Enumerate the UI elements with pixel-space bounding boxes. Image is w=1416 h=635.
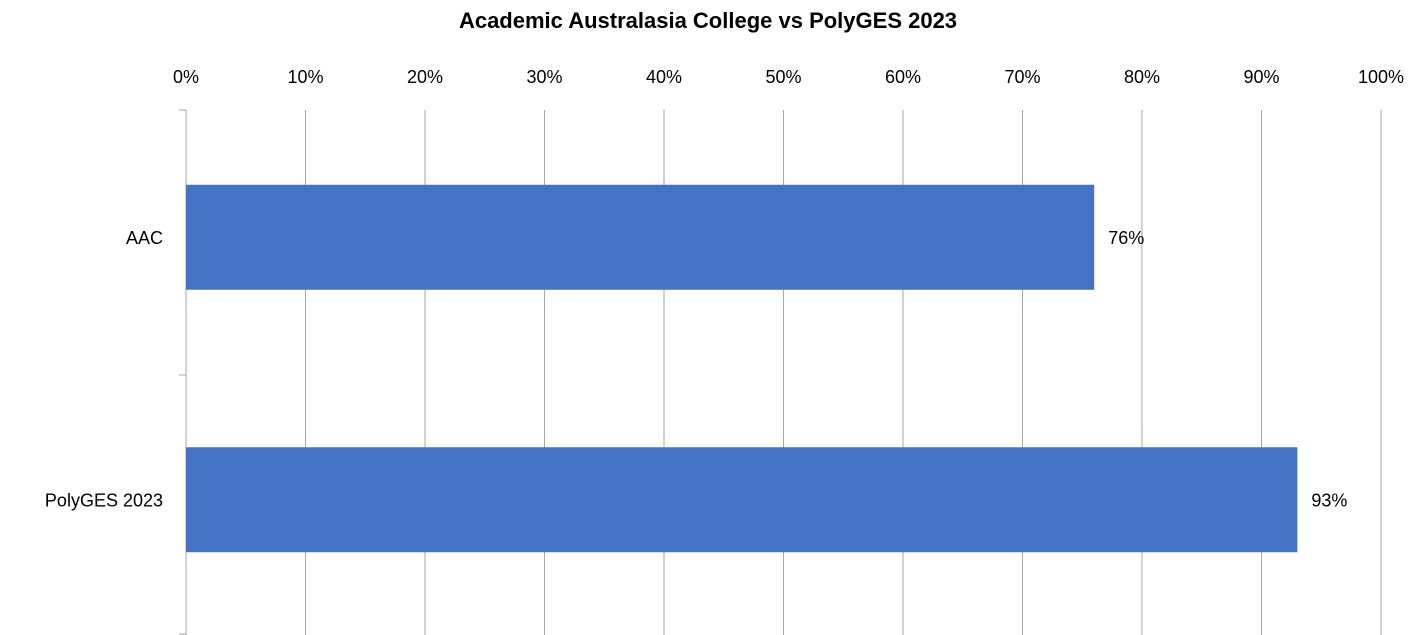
x-tick-label: 20% <box>407 67 443 87</box>
y-tick-label: AAC <box>126 228 163 248</box>
chart-title: Academic Australasia College vs PolyGES … <box>459 8 957 33</box>
bar <box>186 184 1095 290</box>
x-tick-label: 50% <box>765 67 801 87</box>
bar <box>186 447 1298 553</box>
x-tick-label: 10% <box>287 67 323 87</box>
x-tick-label: 90% <box>1243 67 1279 87</box>
data-label: 93% <box>1311 491 1347 511</box>
x-tick-label: 40% <box>646 67 682 87</box>
x-tick-label: 30% <box>526 67 562 87</box>
x-tick-label: 70% <box>1004 67 1040 87</box>
data-label: 76% <box>1108 228 1144 248</box>
y-tick-label: PolyGES 2023 <box>45 491 163 511</box>
x-tick-label: 60% <box>885 67 921 87</box>
x-tick-label: 100% <box>1358 67 1404 87</box>
x-tick-label: 80% <box>1124 67 1160 87</box>
x-tick-label: 0% <box>173 67 199 87</box>
